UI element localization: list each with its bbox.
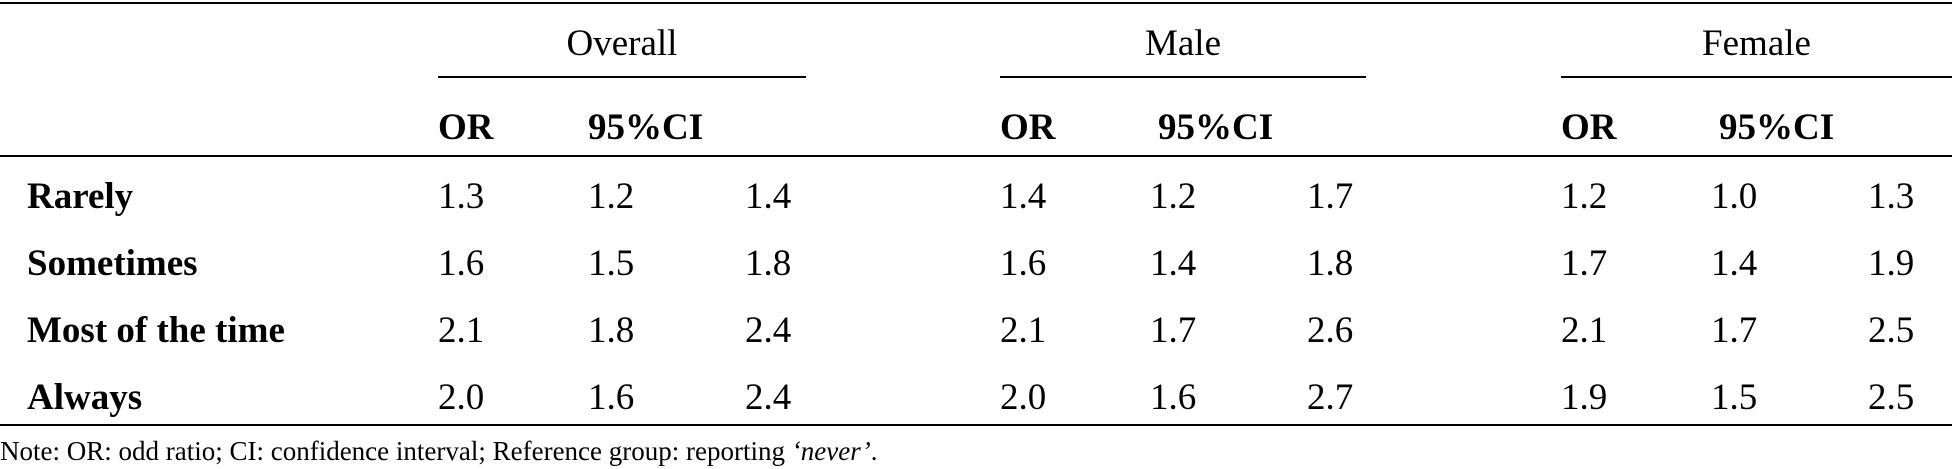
cell-value: 2.6 (1307, 310, 1354, 351)
cell-value: 1.2 (1150, 176, 1197, 217)
cell-value: 1.8 (745, 243, 792, 284)
cell-value: 2.4 (745, 310, 792, 351)
group-rule (1000, 76, 1366, 78)
note-text: Note: OR: odd ratio; CI: confidence inte… (0, 436, 792, 466)
cell-value: 1.0 (1711, 176, 1758, 217)
cell-value: 2.5 (1868, 310, 1915, 351)
cell-value: 2.0 (1000, 377, 1047, 418)
or-header: OR (438, 107, 494, 148)
group-rule (1561, 76, 1952, 78)
note-emphasis: ‘never’ (791, 436, 871, 466)
or-header: OR (1561, 107, 1617, 148)
cell-value: 1.7 (1150, 310, 1197, 351)
ci-header: 95%CI (1158, 107, 1274, 148)
cell-value: 1.6 (1150, 377, 1197, 418)
bottom-rule (0, 424, 1952, 426)
cell-value: 1.4 (745, 176, 792, 217)
cell-value: 2.7 (1307, 377, 1354, 418)
cell-value: 1.4 (1150, 243, 1197, 284)
group-header: Female (1702, 23, 1811, 64)
cell-value: 1.9 (1561, 377, 1608, 418)
cell-value: 1.2 (1561, 176, 1608, 217)
header-rule (0, 155, 1952, 157)
cell-value: 1.6 (438, 243, 485, 284)
cell-value: 2.1 (1561, 310, 1608, 351)
cell-value: 2.4 (745, 377, 792, 418)
cell-value: 1.5 (588, 243, 635, 284)
row-label: Sometimes (27, 243, 198, 284)
group-header: Overall (566, 23, 678, 64)
table-note: Note: OR: odd ratio; CI: confidence inte… (0, 436, 877, 466)
cell-value: 1.8 (588, 310, 635, 351)
note-end: . (870, 436, 878, 466)
group-header: Male (1144, 23, 1222, 64)
cell-value: 2.0 (438, 377, 485, 418)
cell-value: 1.8 (1307, 243, 1354, 284)
cell-value: 1.5 (1711, 377, 1758, 418)
ci-header: 95%CI (1719, 107, 1835, 148)
cell-value: 1.4 (1711, 243, 1758, 284)
cell-value: 1.9 (1868, 243, 1915, 284)
cell-value: 1.2 (588, 176, 635, 217)
cell-value: 1.6 (588, 377, 635, 418)
row-label: Always (27, 377, 143, 418)
cell-value: 1.4 (1000, 176, 1047, 217)
cell-value: 2.5 (1868, 377, 1915, 418)
group-rule (438, 76, 806, 78)
cell-value: 1.7 (1561, 243, 1608, 284)
cell-value: 1.7 (1307, 176, 1354, 217)
ci-header: 95%CI (588, 107, 704, 148)
row-label: Rarely (27, 176, 134, 217)
cell-value: 1.3 (1868, 176, 1915, 217)
cell-value: 1.6 (1000, 243, 1047, 284)
cell-value: 1.7 (1711, 310, 1758, 351)
cell-value: 2.1 (438, 310, 485, 351)
cell-value: 1.3 (438, 176, 485, 217)
top-rule (0, 2, 1952, 4)
row-label: Most of the time (27, 310, 285, 351)
or-header: OR (1000, 107, 1056, 148)
cell-value: 2.1 (1000, 310, 1047, 351)
